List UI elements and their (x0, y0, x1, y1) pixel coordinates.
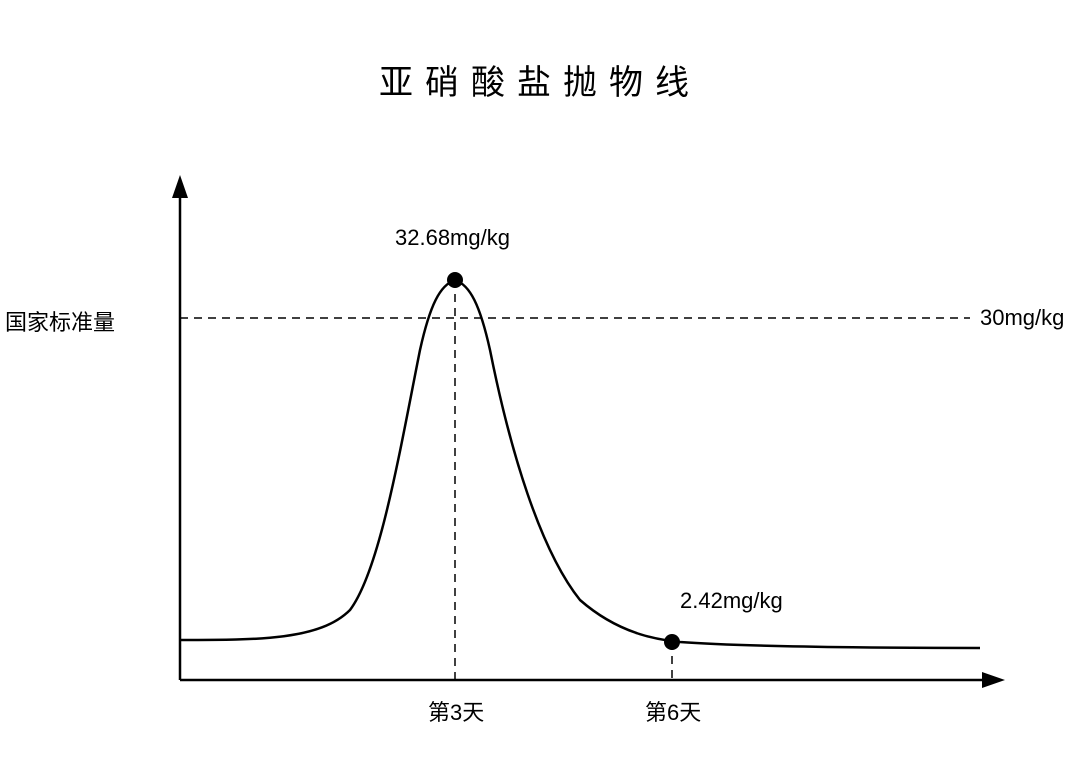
chart-svg (60, 150, 1020, 710)
y-axis-arrow (172, 175, 188, 198)
x-tick-day6: 第6天 (645, 695, 701, 727)
data-curve (180, 280, 980, 648)
data-point-peak (447, 272, 463, 288)
data-point-low (664, 634, 680, 650)
reference-label: 30mg/kg (980, 305, 1064, 331)
low-value-label: 2.42mg/kg (680, 588, 783, 614)
y-axis-label: 国家标准量 (5, 305, 115, 337)
chart-title: 亚硝酸盐抛物线 (0, 55, 1080, 104)
peak-value-label: 32.68mg/kg (395, 225, 510, 251)
x-axis-arrow (982, 672, 1005, 688)
x-tick-day3: 第3天 (428, 695, 484, 727)
chart-area: 国家标准量 30mg/kg 32.68mg/kg 2.42mg/kg 第3天 第… (60, 150, 1020, 710)
